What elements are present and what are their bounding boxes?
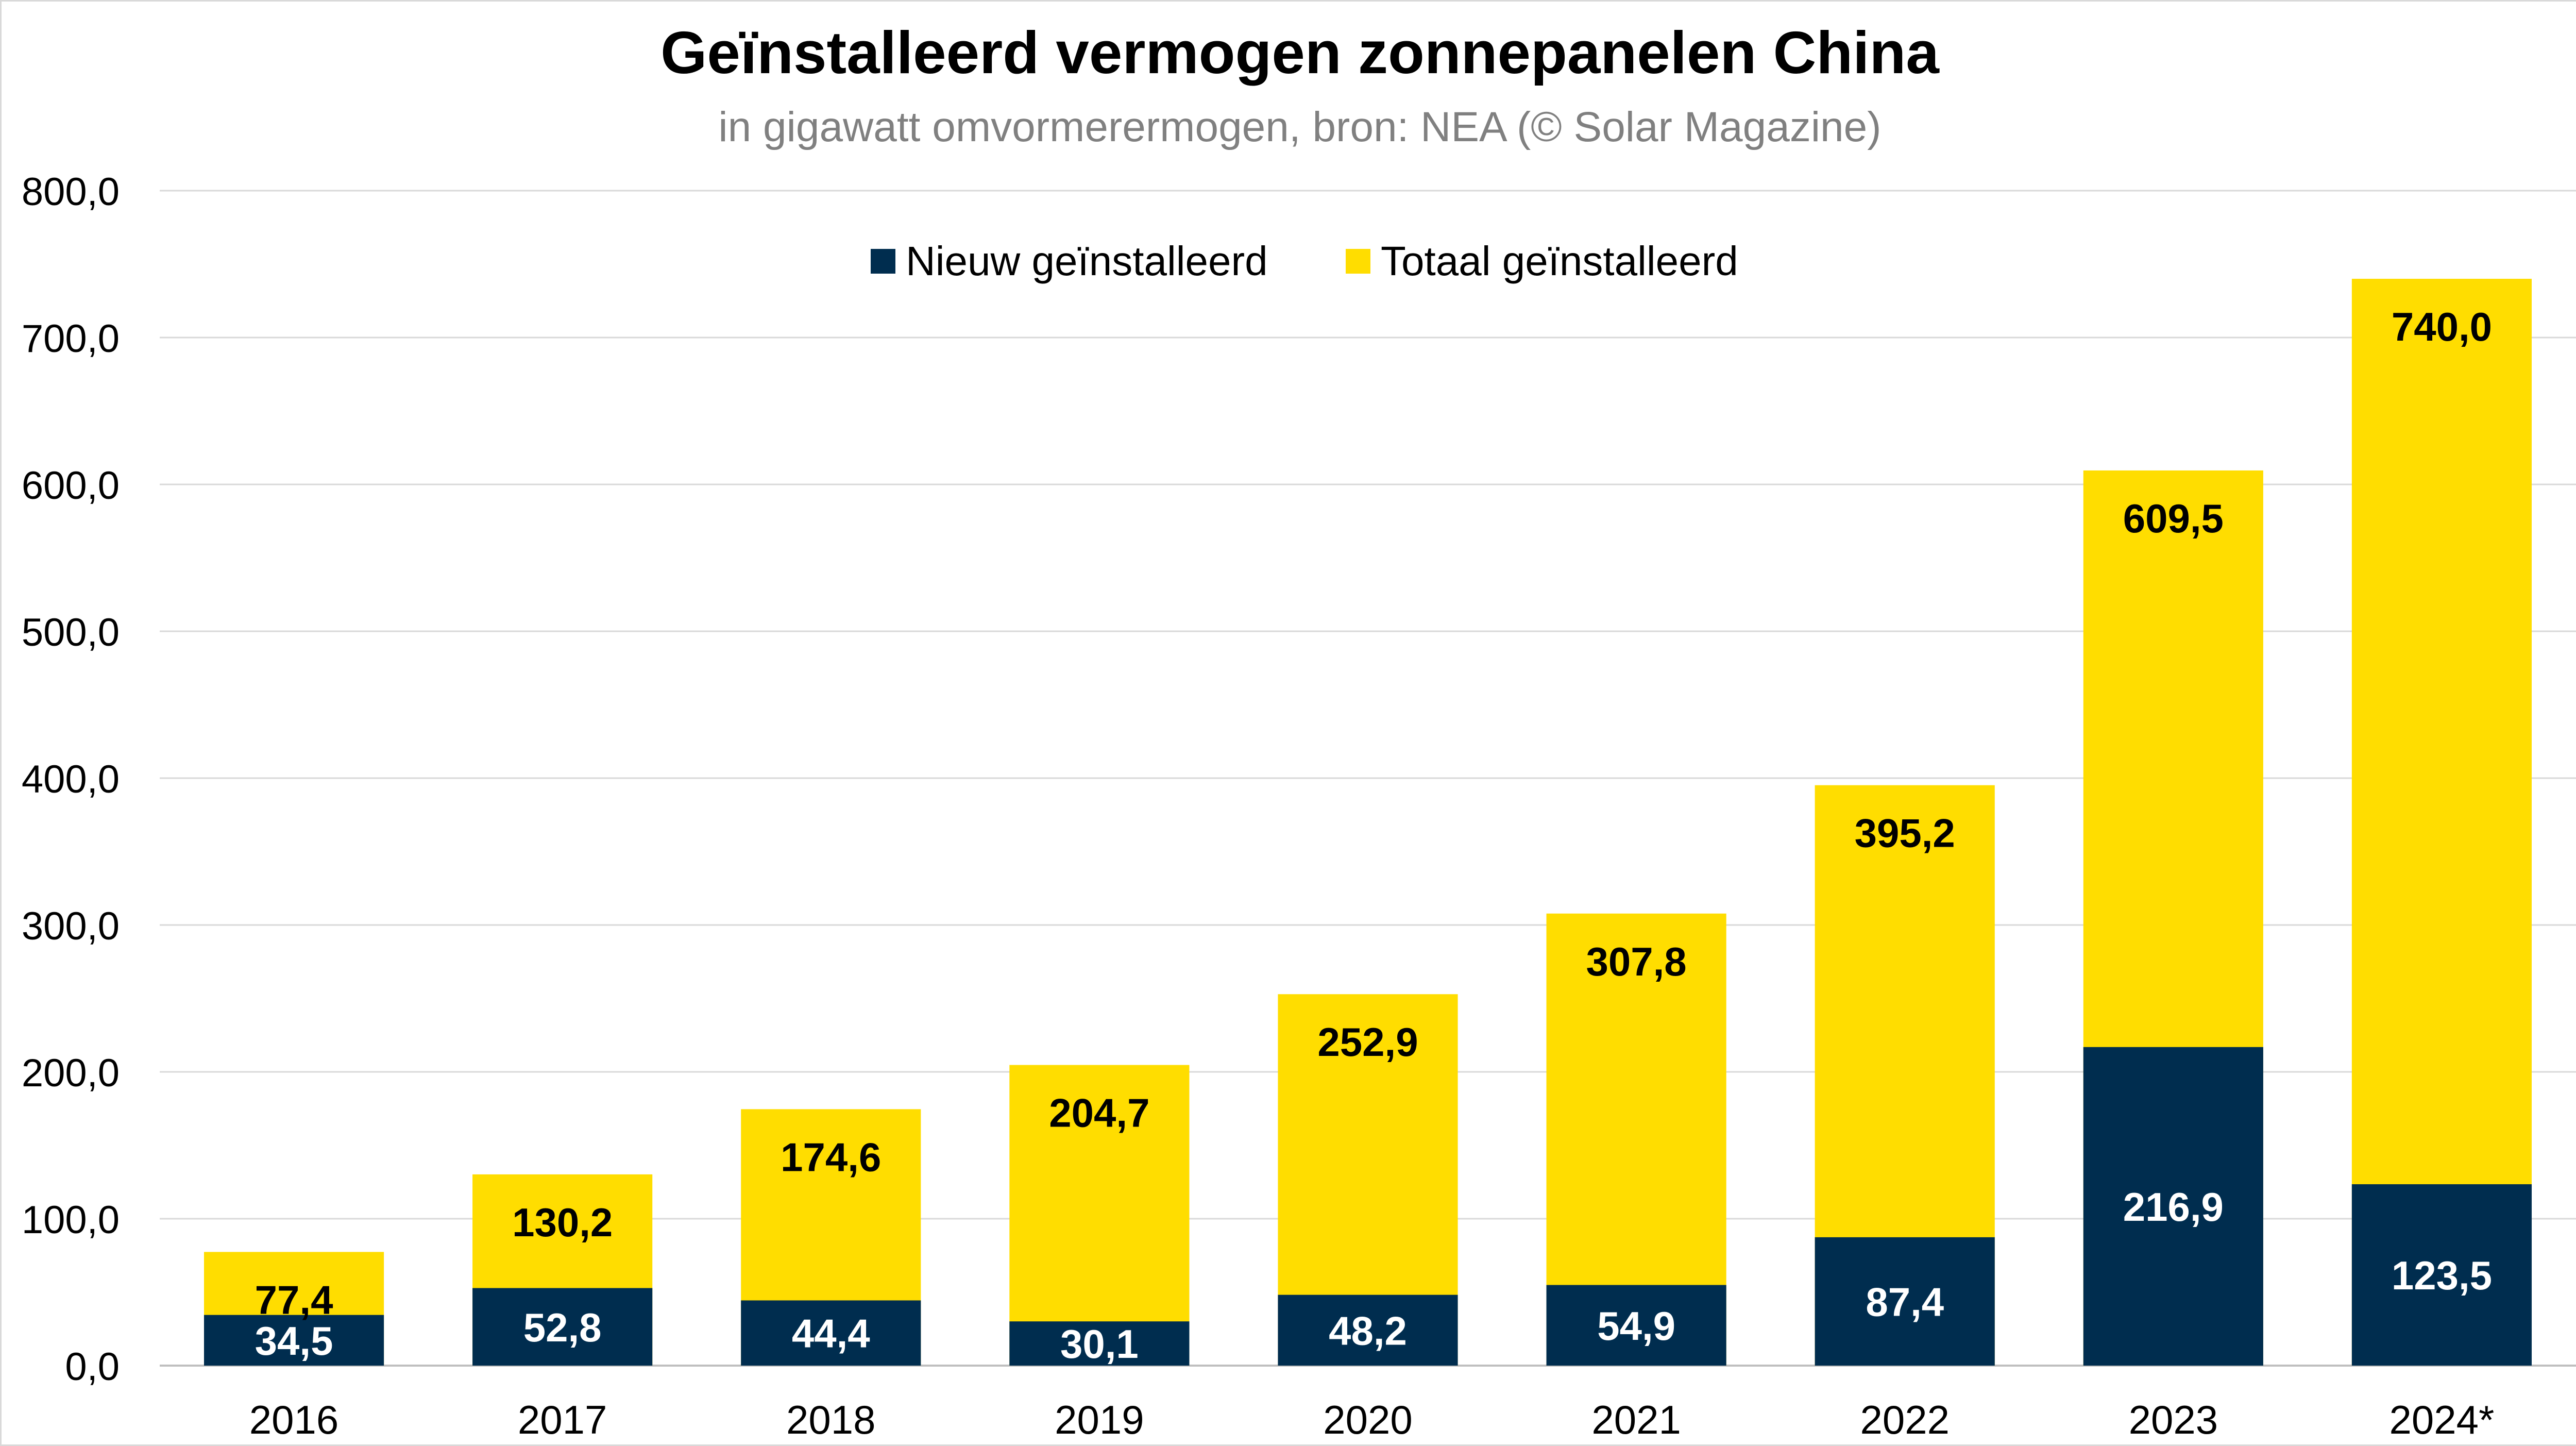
bar-nieuw [1009,1321,1190,1366]
data-label-totaal: 395,2 [1855,811,1955,856]
y-tick-label: 200,0 [22,1051,120,1095]
data-label-nieuw: 123,5 [2392,1253,2492,1298]
data-label-nieuw: 54,9 [1597,1303,1675,1349]
x-tick-label: 2021 [1591,1397,1681,1442]
y-tick-label: 100,0 [22,1198,120,1242]
bar-nieuw [2351,1184,2532,1366]
x-tick-label: 2023 [2129,1397,2218,1442]
x-tick-label: 2016 [249,1397,339,1442]
data-label-nieuw: 52,8 [523,1305,602,1350]
x-axis: 2016 2017 2018 2019 2020 2021 2022 2023 2024* [249,1397,2495,1442]
legend-label: Totaal geïnstalleerd [1381,238,1738,284]
x-tick-label: 2024* [2389,1397,2495,1442]
data-label-nieuw: 34,5 [255,1318,333,1364]
bar-nieuw [472,1288,653,1366]
data-label-totaal: 204,7 [1049,1090,1149,1136]
legend-label: Nieuw geïnstalleerd [906,238,1268,284]
data-label-nieuw: 87,4 [1866,1279,1944,1324]
chart-title: Geïnstalleerd vermogen zonnepanelen Chin… [660,19,1939,86]
y-tick-label: 300,0 [22,904,120,948]
data-label-totaal: 77,4 [255,1277,333,1322]
data-label-totaal: 609,5 [2123,496,2224,541]
bar-nieuw [1546,1285,1726,1366]
x-tick-label: 2019 [1055,1397,1144,1442]
bar-nieuw [204,1315,384,1366]
bar-nieuw [2083,1047,2263,1366]
legend-swatch [871,249,895,274]
legend-swatch [1346,249,1370,274]
y-tick-label: 700,0 [22,317,120,361]
bar-nieuw [1278,1294,1458,1366]
bar-totaal [1009,1065,1190,1366]
data-label-nieuw: 48,2 [1329,1308,1407,1353]
data-label-totaal: 740,0 [2392,304,2492,349]
data-label-nieuw: 216,9 [2123,1184,2224,1230]
data-label-totaal: 130,2 [512,1200,613,1245]
bars: 77,434,5 130,2 52,8 174,6 44,4 204,7 30,1 252,9… [204,279,2532,1367]
chart-subtitle: in gigawatt omvormerermogen, bron: NEA (… [718,104,1882,150]
x-tick-label: 2020 [1323,1397,1413,1442]
data-label-nieuw: 44,4 [792,1311,870,1356]
y-tick-label: 800,0 [22,170,120,214]
y-tick-label: 500,0 [22,611,120,654]
y-tick-label: 0,0 [65,1345,120,1389]
y-tick-label: 600,0 [22,464,120,508]
data-label-totaal: 252,9 [1317,1019,1418,1065]
x-tick-label: 2018 [786,1397,876,1442]
y-axis: 0,0 100,0 200,0 300,0 400,0 500,0 600,0 700,0 80… [22,170,120,1389]
bar-nieuw [1815,1237,1995,1366]
y-tick-label: 400,0 [22,758,120,801]
legend: Nieuw geïnstalleerd Totaal geïnstalleerd [871,238,1738,284]
data-label-totaal: 174,6 [781,1134,881,1180]
x-tick-label: 2017 [518,1397,607,1442]
data-label-nieuw: 30,1 [1060,1321,1139,1367]
data-label-totaal: 307,8 [1586,939,1687,984]
bar-nieuw [741,1300,921,1366]
x-tick-label: 2022 [1860,1397,1950,1442]
